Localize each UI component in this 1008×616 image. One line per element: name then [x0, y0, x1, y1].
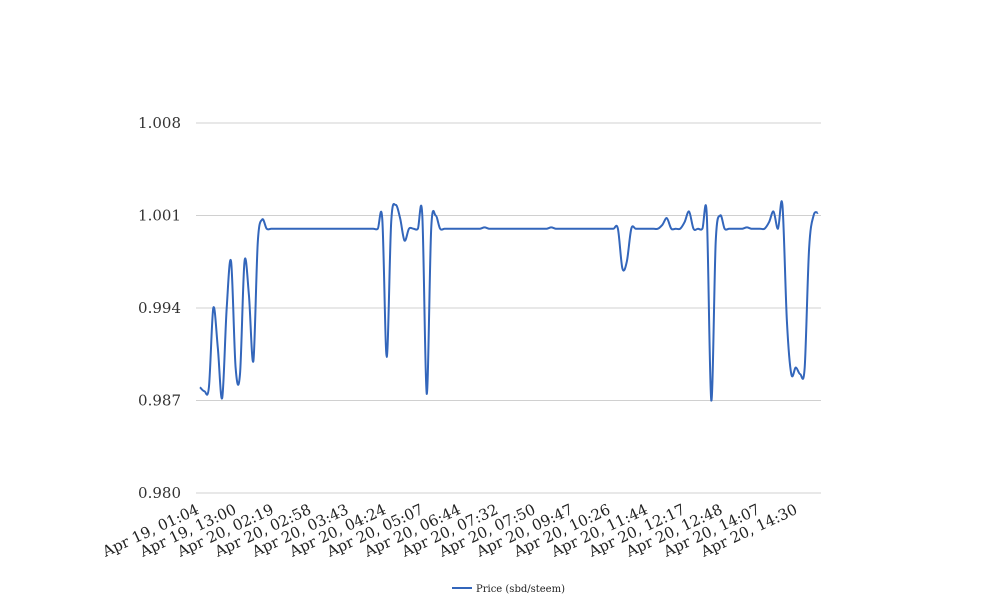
y-tick-label: 0.994 — [138, 299, 181, 317]
y-tick-label: 0.987 — [138, 392, 181, 410]
y-tick-label: 0.980 — [138, 484, 181, 502]
legend-entry-label: Price (sbd/steem) — [476, 584, 565, 595]
gridlines — [196, 122, 821, 494]
y-axis-tick-labels: 0.980 0.987 0.994 1.001 1.008 — [138, 114, 181, 502]
y-tick-label: 1.001 — [138, 207, 181, 225]
legend: Price (sbd/steem) — [452, 584, 565, 595]
y-tick-label: 1.008 — [138, 114, 181, 132]
series-lines — [199, 200, 819, 402]
series-line-price — [199, 200, 819, 402]
